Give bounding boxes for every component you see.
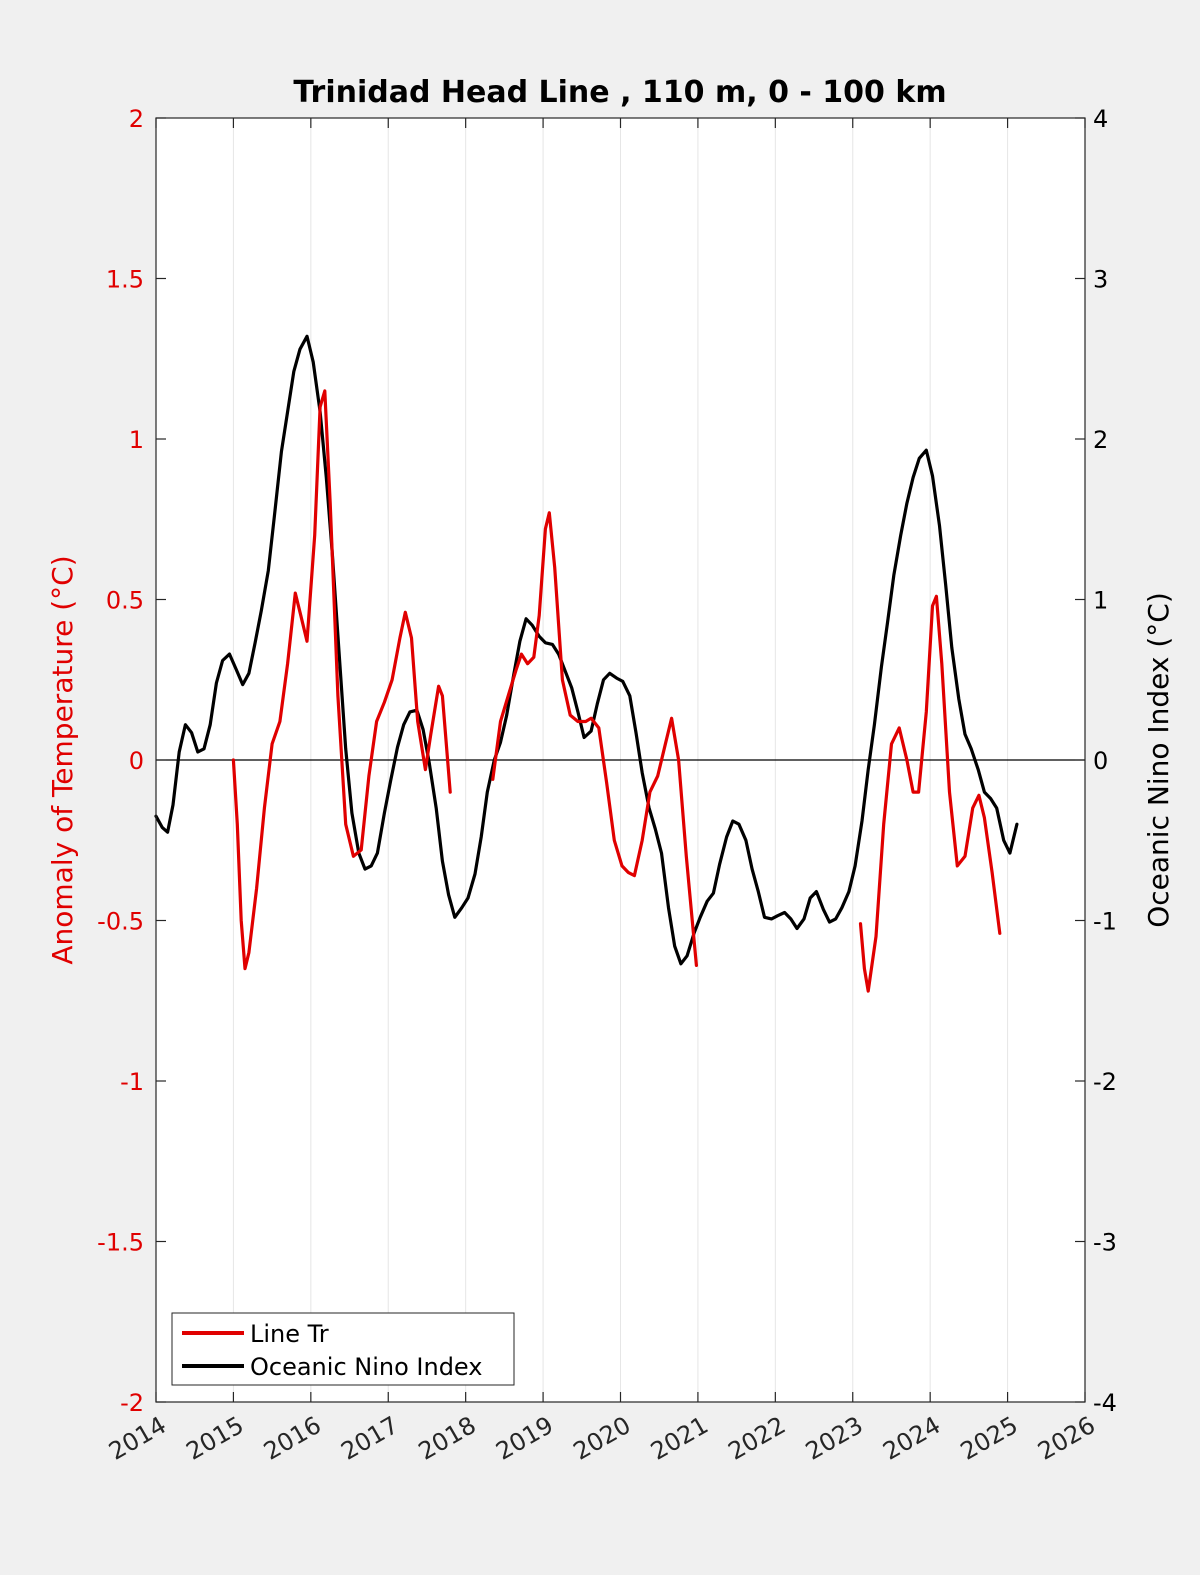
- x-tick-label: 2023: [801, 1411, 868, 1466]
- x-tick-label: 2017: [336, 1411, 403, 1466]
- y-right-tick-label: 1: [1093, 587, 1108, 615]
- y-left-tick-label: -1: [120, 1068, 144, 1096]
- y-right-tick-label: 3: [1093, 266, 1108, 294]
- y-left-tick-label: 0.5: [106, 587, 144, 615]
- x-tick-label: 2022: [723, 1411, 790, 1466]
- x-tick-label: 2024: [878, 1411, 945, 1466]
- series-line-tr-segment: [491, 511, 698, 967]
- y-axis-left-label: Anomaly of Temperature (°C): [46, 555, 79, 964]
- y-left-tick-label: -2: [120, 1389, 144, 1417]
- x-tick-label: 2025: [956, 1411, 1023, 1466]
- legend-box: [171, 1312, 515, 1386]
- y-right-tick-label: 4: [1093, 105, 1108, 133]
- y-right-tick-label: -1: [1093, 908, 1117, 936]
- x-tick-label: 2016: [259, 1411, 326, 1466]
- y-axis-right-label: Oceanic Nino Index (°C): [1142, 592, 1175, 928]
- x-tick-label: 2018: [414, 1411, 481, 1466]
- y-right-tick-label: -3: [1093, 1229, 1117, 1257]
- y-left-tick-label: 1: [129, 426, 144, 454]
- x-tick-label: 2021: [646, 1411, 713, 1466]
- series-line-tr-segment: [858, 594, 1002, 993]
- y-left-tick-label: 0: [129, 747, 144, 775]
- x-tick-label: 2015: [182, 1411, 249, 1466]
- y-left-tick-label: 2: [129, 105, 144, 133]
- x-tick-label: 2020: [569, 1411, 636, 1466]
- y-right-tick-label: -4: [1093, 1389, 1117, 1417]
- chart-title: Trinidad Head Line , 110 m, 0 - 100 km: [293, 75, 946, 110]
- x-tick-label: 2026: [1033, 1411, 1100, 1466]
- y-left-tick-label: -0.5: [97, 908, 144, 936]
- y-left-tick-label: 1.5: [106, 266, 144, 294]
- legend: Line Tr Oceanic Nino Index: [171, 1312, 515, 1386]
- series-layer: [154, 334, 1019, 993]
- series-line-tr-segment: [231, 389, 452, 971]
- y-right-tick-label: 0: [1093, 747, 1108, 775]
- series-oni-segment: [154, 334, 1019, 966]
- legend-label-line-tr: Line Tr: [250, 1320, 329, 1348]
- legend-label-oni: Oceanic Nino Index: [250, 1353, 482, 1381]
- y-right-tick-label: -2: [1093, 1068, 1117, 1096]
- y-left-tick-label: -1.5: [97, 1229, 144, 1257]
- x-tick-label: 2019: [491, 1411, 558, 1466]
- y-right-tick-label: 2: [1093, 426, 1108, 454]
- x-tick-label: 2014: [104, 1411, 171, 1466]
